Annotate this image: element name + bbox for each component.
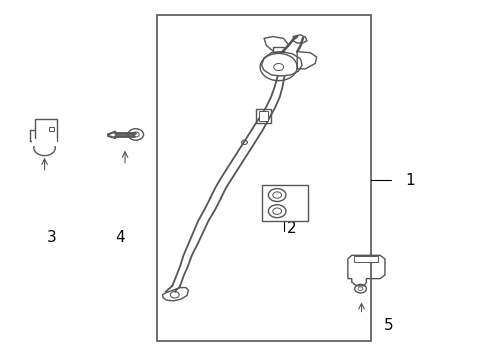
Bar bbox=[157, 15, 370, 341]
Text: 2: 2 bbox=[286, 221, 296, 236]
Text: 5: 5 bbox=[383, 318, 392, 333]
Bar bbox=[32, 139, 57, 146]
Bar bbox=[272, 46, 283, 52]
Bar bbox=[256, 109, 270, 123]
Bar bbox=[259, 111, 267, 121]
Bar bbox=[49, 127, 54, 131]
Text: 1: 1 bbox=[405, 172, 414, 188]
Text: 3: 3 bbox=[47, 230, 57, 245]
Bar bbox=[261, 185, 307, 221]
Bar bbox=[353, 256, 377, 262]
Bar bbox=[35, 119, 57, 140]
Text: 4: 4 bbox=[115, 230, 125, 245]
